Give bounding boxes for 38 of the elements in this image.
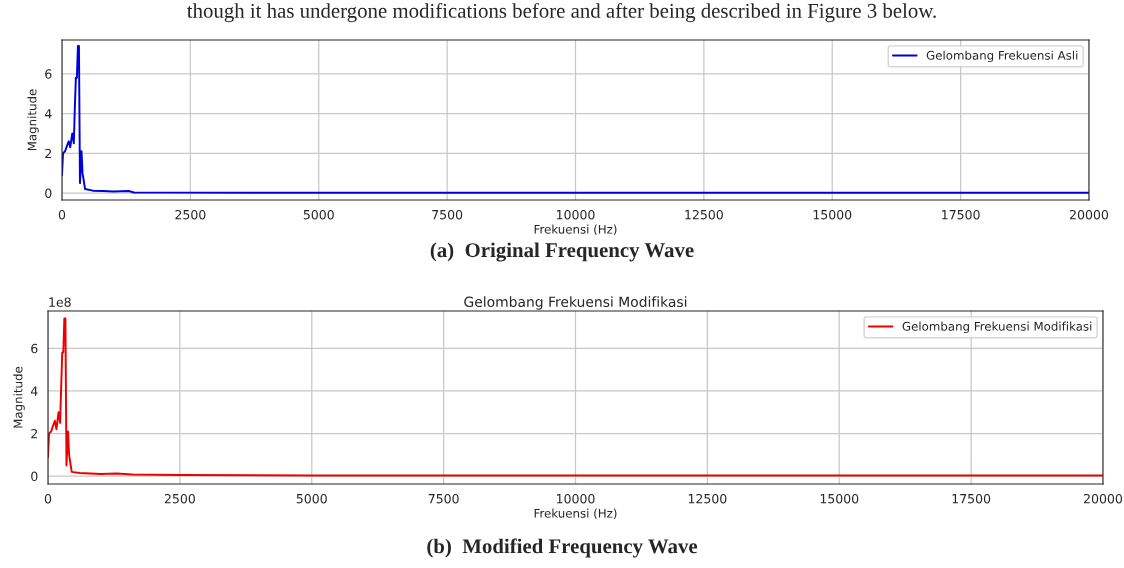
x-tick-label: 15000 xyxy=(813,209,852,220)
legend-label: Gelombang Frekuensi Modifikasi xyxy=(902,321,1092,334)
x-tick-label: 12500 xyxy=(688,493,727,504)
legend-label: Gelombang Frekuensi Asli xyxy=(926,50,1078,63)
x-tick-label: 20000 xyxy=(1070,209,1109,220)
y-tick-label: 0 xyxy=(31,471,38,482)
x-tick-label: 17500 xyxy=(942,209,980,220)
x-tick-label: 7500 xyxy=(428,493,459,504)
y-tick-label: 0 xyxy=(45,188,52,198)
x-tick-label: 2500 xyxy=(175,209,206,220)
line-series xyxy=(62,44,1089,194)
x-tick-label: 5000 xyxy=(303,209,334,220)
y-tick-label: 2 xyxy=(45,148,52,159)
text: (b) Modified Frequency Wave xyxy=(427,538,698,558)
y-tick-label: 2 xyxy=(31,428,38,439)
x-tick-label: 10000 xyxy=(556,493,595,504)
y-axis-title: Magnitude xyxy=(13,366,25,428)
x-axis-title: Frekuensi (Hz) xyxy=(534,508,617,520)
x-tick-label: 5000 xyxy=(296,493,327,504)
x-tick-label: 2500 xyxy=(164,493,195,504)
text: 1e8 xyxy=(49,297,71,307)
text: though it has undergone modifications before and after being described in Figure 3 below. xyxy=(187,3,936,23)
x-tick-label: 17500 xyxy=(952,493,991,504)
y-axis-title: Magnitude xyxy=(27,89,39,151)
x-tick-label: 0 xyxy=(58,209,66,220)
x-tick-label: 15000 xyxy=(820,493,859,504)
y-tick-label: 4 xyxy=(44,109,52,119)
y-tick-label: 6 xyxy=(45,69,52,79)
x-tick-label: 20000 xyxy=(1084,493,1123,504)
y-tick-label: 6 xyxy=(31,343,38,354)
chart-title: Gelombang Frekuensi Modifikasi xyxy=(464,296,687,310)
x-tick-label: 7500 xyxy=(432,209,463,220)
line-series xyxy=(48,317,1103,477)
x-tick-label: 12500 xyxy=(685,209,723,220)
y-tick-label: 4 xyxy=(30,386,38,396)
x-axis-title: Frekuensi (Hz) xyxy=(534,224,617,236)
text: (a) Original Frequency Wave xyxy=(430,242,694,262)
x-tick-label: 10000 xyxy=(556,209,595,220)
